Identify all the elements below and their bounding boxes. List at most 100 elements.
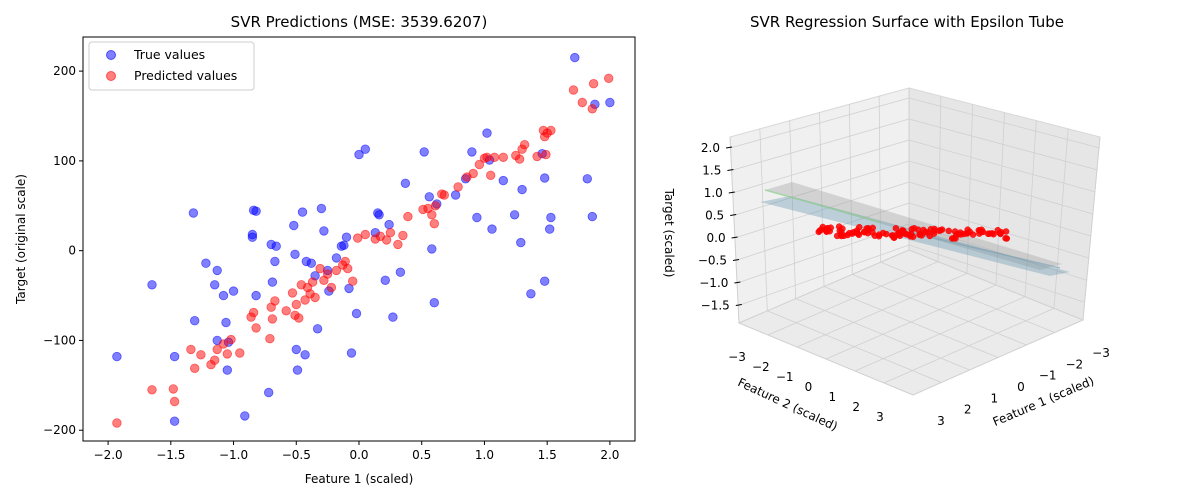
true-value-point	[395, 267, 406, 277]
z-tick-mark	[732, 259, 740, 261]
predicted-value-point	[604, 73, 614, 84]
z-tick-label: −1.5	[701, 299, 730, 313]
z-tick-label: 2.0	[701, 141, 720, 155]
z-tick-mark	[730, 214, 737, 216]
predicted-value-point	[112, 418, 122, 428]
true-value-point	[339, 240, 349, 251]
predicted-value-point	[353, 233, 363, 243]
predicted-value-point	[168, 384, 179, 394]
3d-data-point	[1002, 228, 1010, 235]
predicted-value-point	[381, 235, 392, 245]
y-tick-label: 100	[53, 154, 76, 168]
true-value-point	[240, 411, 250, 421]
3d-data-point	[896, 229, 903, 236]
feature2-tick-label: −2	[752, 360, 770, 374]
true-value-point	[384, 219, 394, 230]
grid-line	[819, 112, 825, 287]
true-value-point	[292, 365, 303, 375]
true-value-point	[346, 348, 357, 358]
true-value-point	[374, 210, 384, 220]
feature2-tick-label: 1	[829, 390, 837, 404]
true-value-point	[419, 147, 429, 157]
predicted-value-point	[343, 263, 353, 274]
right-plot-title: SVR Regression Surface with Epsilon Tube	[750, 13, 1064, 31]
feature2-tick-label: 0	[805, 380, 813, 394]
predicted-value-point	[577, 97, 588, 108]
true-value-point	[264, 387, 274, 398]
true-value-point	[482, 128, 492, 138]
true-value-point	[605, 97, 615, 108]
predicted-value-point	[519, 139, 530, 150]
true-value-point	[331, 253, 342, 263]
predicted-value-point	[489, 152, 500, 163]
true-value-point	[360, 144, 371, 154]
true-value-point	[427, 244, 437, 254]
true-value-point	[546, 212, 556, 223]
true-value-point	[487, 224, 497, 234]
3d-data-point	[963, 230, 971, 237]
3d-data-point	[819, 223, 827, 231]
predicted-value-point	[212, 344, 222, 355]
predicted-value-point	[326, 282, 337, 293]
true-value-point	[472, 212, 482, 223]
grid-line	[912, 319, 1084, 396]
predicted-value-point	[514, 154, 525, 164]
true-value-point	[169, 416, 180, 426]
predicted-value-point	[265, 334, 275, 344]
3d-data-point	[1002, 235, 1009, 242]
3d-data-point	[902, 230, 910, 238]
legend-true-label: True values	[133, 47, 205, 62]
true-value-point	[344, 283, 354, 294]
true-value-point	[228, 286, 239, 296]
x-tick-label: −2.0	[94, 448, 123, 462]
predicted-value-point	[348, 276, 358, 286]
predicted-value-point	[287, 288, 298, 298]
z-tick-label: 0.0	[707, 231, 726, 245]
y-tick-label: 0	[68, 244, 76, 258]
z-tick-mark	[725, 146, 733, 149]
predicted-value-point	[248, 307, 259, 318]
3d-data-point	[996, 229, 1004, 237]
x-tick-label: 1.0	[475, 448, 494, 462]
true-value-point	[319, 226, 329, 236]
z-tick-mark	[728, 191, 735, 194]
true-value-point	[271, 241, 281, 251]
feature1-tick-label: 2	[964, 403, 972, 417]
predicted-value-point	[541, 149, 551, 160]
true-value-point	[201, 258, 211, 268]
true-value-point	[516, 237, 526, 248]
true-value-point	[306, 258, 317, 268]
true-value-point	[270, 256, 280, 267]
z-tick-mark	[727, 169, 734, 171]
true-value-point	[517, 184, 527, 195]
y-tick-label: −100	[43, 333, 76, 347]
predicted-value-point	[498, 152, 509, 163]
predicted-value-point	[147, 385, 157, 395]
predicted-value-point	[235, 348, 245, 358]
grid-line	[1024, 120, 1037, 297]
grid-line	[883, 307, 1055, 384]
true-value-point	[221, 317, 231, 328]
grid-line	[908, 249, 1084, 321]
grid-line	[937, 96, 942, 262]
3d-data-point	[853, 227, 861, 234]
true-value-point	[380, 275, 391, 286]
predicted-value-point	[385, 227, 396, 238]
true-value-point	[450, 190, 461, 200]
svr-predictions-plot: SVR Predictions (MSE: 3539.6207) −2.0 −1.…	[14, 13, 636, 486]
predicted-value-point	[186, 344, 196, 355]
true-value-point	[509, 210, 520, 220]
x-tick-label: 1.5	[538, 448, 557, 462]
true-value-point	[424, 192, 435, 202]
grid-line	[729, 136, 740, 324]
predicted-value-point	[588, 78, 599, 89]
z-tick-mark	[734, 281, 741, 284]
z-axis-label: Target (scaled)	[662, 188, 676, 278]
true-value-point	[467, 147, 477, 157]
true-value-point	[498, 175, 509, 186]
grid-line	[759, 128, 768, 311]
3d-data-point	[827, 224, 834, 231]
true-value-point	[251, 206, 261, 216]
left-x-ticks: −2.0 −1.5 −1.0 −0.5 0.0 0.5 1.0 1.5 2.0	[94, 441, 619, 462]
z-tick-label: 1.5	[702, 164, 721, 178]
